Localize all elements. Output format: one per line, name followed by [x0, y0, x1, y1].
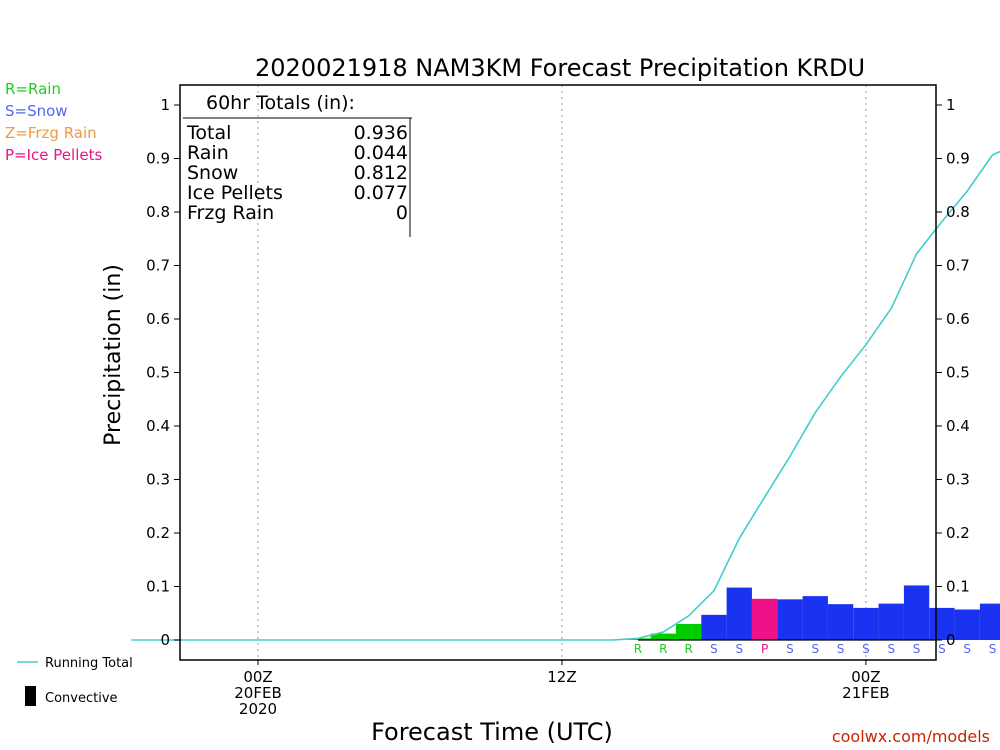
precip-bar — [929, 607, 955, 640]
totals-row-value: 0 — [396, 202, 408, 224]
y-tick-label: 1 — [160, 96, 170, 114]
y-tick-label: 0 — [160, 631, 170, 649]
x-tick-label: 2020 — [239, 700, 277, 718]
precip-bar — [979, 603, 1000, 640]
precip-bar — [878, 603, 904, 640]
running-total-label: Running Total — [45, 656, 133, 671]
x-axis-label: Forecast Time (UTC) — [371, 718, 613, 746]
precip-bars — [625, 585, 1000, 640]
precip-type-letter: S — [811, 642, 819, 656]
precip-type-letter: S — [938, 642, 946, 656]
totals-row-label: Snow — [187, 162, 238, 184]
totals-row-value: 0.812 — [354, 162, 408, 184]
y-axis-right: 0 0.1 0.2 0.3 0.4 0.5 0.6 0.7 0.8 0.9 1 — [936, 96, 970, 649]
y-tick-label: 0.2 — [946, 524, 970, 542]
totals-row-label: Frzg Rain — [187, 202, 274, 224]
y-tick-label: 0.7 — [146, 257, 170, 275]
precip-type-letter: S — [862, 642, 870, 656]
y-tick-label: 0.9 — [146, 150, 170, 168]
y-tick-label: 0.5 — [146, 364, 170, 382]
totals-box: 60hr Totals (in): Total 0.936 Rain 0.044 Sno… — [183, 92, 412, 237]
key-item: R=Rain — [5, 80, 61, 98]
y-tick-label: 0.5 — [946, 364, 970, 382]
totals-row-label: Rain — [187, 142, 229, 164]
precip-type-letter: R — [634, 642, 642, 656]
precip-type-letter: S — [710, 642, 718, 656]
precip-type-letter: S — [837, 642, 845, 656]
precip-type-letter: S — [735, 642, 743, 656]
precip-type-letter: S — [963, 642, 971, 656]
totals-row-value: 0.044 — [354, 142, 408, 164]
y-tick-label: 0.8 — [146, 203, 170, 221]
y-tick-label: 0.3 — [146, 471, 170, 489]
precip-bar — [726, 587, 752, 640]
y-tick-label: 0.7 — [946, 257, 970, 275]
y-tick-label: 0.9 — [946, 150, 970, 168]
precip-bar — [827, 604, 854, 640]
running-total-legend: Running Total — [17, 656, 133, 671]
y-tick-label: 0.8 — [946, 203, 970, 221]
x-tick-label: 12Z — [547, 668, 576, 686]
precip-type-letter: S — [913, 642, 921, 656]
x-tick-label: 00Z — [243, 668, 272, 686]
y-tick-label: 0.2 — [146, 524, 170, 542]
totals-row-label: Total — [186, 122, 231, 144]
credit-text: coolwx.com/models — [832, 727, 990, 746]
y-axis-left: 0 0.1 0.2 0.3 0.4 0.5 0.6 0.7 0.8 0.9 1 — [146, 96, 180, 649]
precip-bar — [954, 609, 980, 640]
x-tick-label: 20FEB — [234, 684, 281, 702]
x-axis: 00Z20FEB202012Z00Z21FEB12Z00Z22FEB — [234, 660, 890, 718]
y-tick-label: 0.1 — [146, 578, 170, 596]
y-tick-label: 0.6 — [946, 310, 970, 328]
precip-type-letter: R — [659, 642, 667, 656]
totals-heading: 60hr Totals (in): — [206, 92, 355, 114]
y-tick-label: 0.6 — [146, 310, 170, 328]
x-tick-label: 21FEB — [842, 684, 889, 702]
y-tick-label: 0.3 — [946, 471, 970, 489]
precip-bar — [853, 607, 879, 640]
y-tick-label: 0.4 — [146, 417, 170, 435]
precip-bar — [650, 633, 676, 640]
precip-bar — [675, 623, 702, 640]
precip-type-letter: R — [684, 642, 692, 656]
precip-bar — [751, 598, 778, 640]
key-item: S=Snow — [5, 102, 68, 120]
y-tick-label: 1 — [946, 96, 956, 114]
x-tick-label: 00Z — [851, 668, 880, 686]
precip-type-letter: S — [989, 642, 997, 656]
key-item: P=Ice Pellets — [5, 146, 102, 164]
y-tick-label: 0 — [946, 631, 956, 649]
key-item: Z=Frzg Rain — [5, 124, 97, 142]
totals-row-label: Ice Pellets — [187, 182, 283, 204]
running-total-line — [131, 150, 1000, 641]
precip-bar — [777, 599, 803, 640]
y-axis-label: Precipitation (in) — [101, 264, 126, 446]
precip-type-key: R=Rain S=Snow Z=Frzg Rain P=Ice Pellets — [5, 80, 102, 164]
precip-bar — [701, 614, 727, 640]
convective-legend: Convective — [25, 686, 118, 706]
precip-bar — [802, 596, 828, 640]
y-tick-label: 0.1 — [946, 578, 970, 596]
precip-type-letter: S — [887, 642, 895, 656]
precip-type-letter: P — [761, 642, 768, 656]
precip-type-letters: RRRSSPSSSSSSSSSSSS — [634, 642, 997, 656]
precip-type-letter: S — [786, 642, 794, 656]
convective-swatch — [25, 686, 36, 706]
chart-title: 2020021918 NAM3KM Forecast Precipitation… — [255, 54, 865, 82]
convective-label: Convective — [45, 691, 118, 706]
precip-bar — [903, 585, 930, 640]
totals-row-value: 0.936 — [354, 122, 408, 144]
totals-row-value: 0.077 — [354, 182, 408, 204]
y-tick-label: 0.4 — [946, 417, 970, 435]
